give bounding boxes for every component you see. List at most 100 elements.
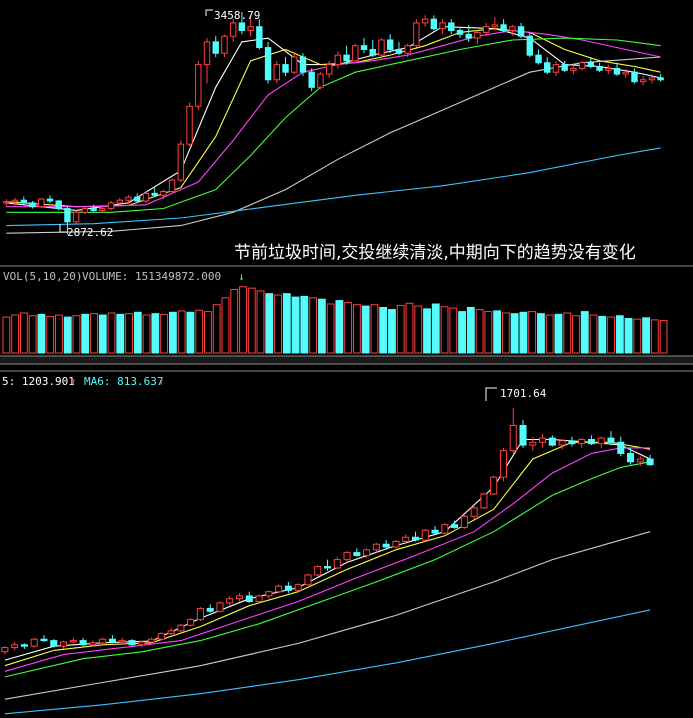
candle-body <box>247 26 254 32</box>
candle-body <box>323 566 332 569</box>
top-candle <box>596 62 603 73</box>
top-candle <box>552 60 560 76</box>
top-candle <box>648 74 656 84</box>
bottom-candle <box>226 595 234 606</box>
vol-arrow: ↓ <box>238 270 245 283</box>
candle-body <box>212 41 219 54</box>
bottom-candle <box>470 506 478 520</box>
top-candle <box>125 195 132 203</box>
top-candle <box>657 74 664 82</box>
top-candle <box>386 34 394 54</box>
bottom-candle <box>284 581 292 594</box>
candle-body <box>186 105 193 145</box>
bottom-candle <box>177 623 185 633</box>
candle-body <box>308 71 315 88</box>
volume-bar <box>317 298 326 354</box>
volume-bar <box>28 315 37 354</box>
candle-body <box>490 476 498 495</box>
bottom-candle <box>157 632 165 641</box>
top-line-ma30 <box>6 37 661 213</box>
top-candle <box>413 19 420 48</box>
top-candle <box>352 43 359 63</box>
ma5-label: 5: 1203.901 <box>2 375 75 388</box>
candle-body <box>402 536 410 542</box>
candle-body <box>386 39 394 50</box>
bottom-candle <box>627 447 635 465</box>
top-candle <box>264 41 272 84</box>
top-candle <box>38 197 45 208</box>
volume-bar <box>239 286 247 354</box>
candle-body <box>195 64 202 107</box>
volume-bar <box>501 312 510 354</box>
candle-body <box>627 452 635 463</box>
candle-body <box>526 35 533 56</box>
volume-bar <box>510 313 519 354</box>
top-candle <box>343 45 350 65</box>
volume-bar <box>326 303 335 354</box>
bottom-candle <box>304 573 312 587</box>
bottom-candle <box>128 639 136 647</box>
candle-body <box>519 425 527 446</box>
candle-body <box>160 191 167 196</box>
bottom-candle <box>20 643 28 649</box>
candle-body <box>273 64 281 81</box>
top-candle <box>334 51 342 69</box>
candle-body <box>108 638 116 643</box>
volume-bar <box>142 314 151 354</box>
candle-body <box>343 54 350 62</box>
volume-bar <box>458 311 466 354</box>
candle-body <box>284 585 292 591</box>
top-candle <box>195 60 202 111</box>
candle-body <box>30 638 38 647</box>
top-candle <box>160 189 167 200</box>
top-candle <box>570 64 577 75</box>
candle-body <box>548 437 556 446</box>
top-candle <box>107 200 115 211</box>
top-candle <box>3 199 10 207</box>
candle-body <box>99 208 106 211</box>
candle-body <box>439 22 446 30</box>
volume-bar <box>186 311 195 354</box>
candle-body <box>64 208 71 223</box>
top-candle <box>151 187 158 198</box>
candle-body <box>72 211 80 223</box>
volume-bar <box>90 313 98 354</box>
top-candle <box>369 39 376 58</box>
candle-body <box>226 598 234 604</box>
volume-bar <box>72 315 81 354</box>
bottom-candle <box>235 593 244 602</box>
bottom-candle <box>372 542 380 553</box>
volume-bar <box>63 316 72 354</box>
candle-body <box>587 438 595 445</box>
candle-body <box>142 192 150 202</box>
volume-bar <box>274 294 282 354</box>
bottom-line-ma10 <box>4 441 651 667</box>
volume-bar <box>414 305 423 354</box>
bottom-candle <box>196 607 204 622</box>
candle-body <box>617 441 625 454</box>
candle-body <box>125 196 132 201</box>
volume-bar <box>256 290 265 354</box>
top-candle <box>46 195 54 203</box>
candle-body <box>404 45 411 54</box>
candle-body <box>245 595 253 602</box>
volume-bar <box>352 304 361 354</box>
volume-bar <box>475 309 484 354</box>
bottom-candle <box>265 590 273 599</box>
volume-bar <box>160 313 169 354</box>
candle-body <box>118 640 126 643</box>
candle-body <box>203 41 211 66</box>
candle-body <box>216 602 224 612</box>
volume-bar <box>615 315 624 354</box>
top-candle <box>256 19 263 50</box>
candle-body <box>482 26 490 33</box>
volume-bar <box>81 313 90 354</box>
bottom-line-ma60 <box>4 531 651 700</box>
top-candle <box>29 200 36 209</box>
bottom-candle <box>314 565 322 577</box>
candle-body <box>431 529 439 534</box>
candle-body <box>456 30 464 35</box>
bottom-candle <box>206 604 214 613</box>
volume-bar <box>19 312 28 354</box>
